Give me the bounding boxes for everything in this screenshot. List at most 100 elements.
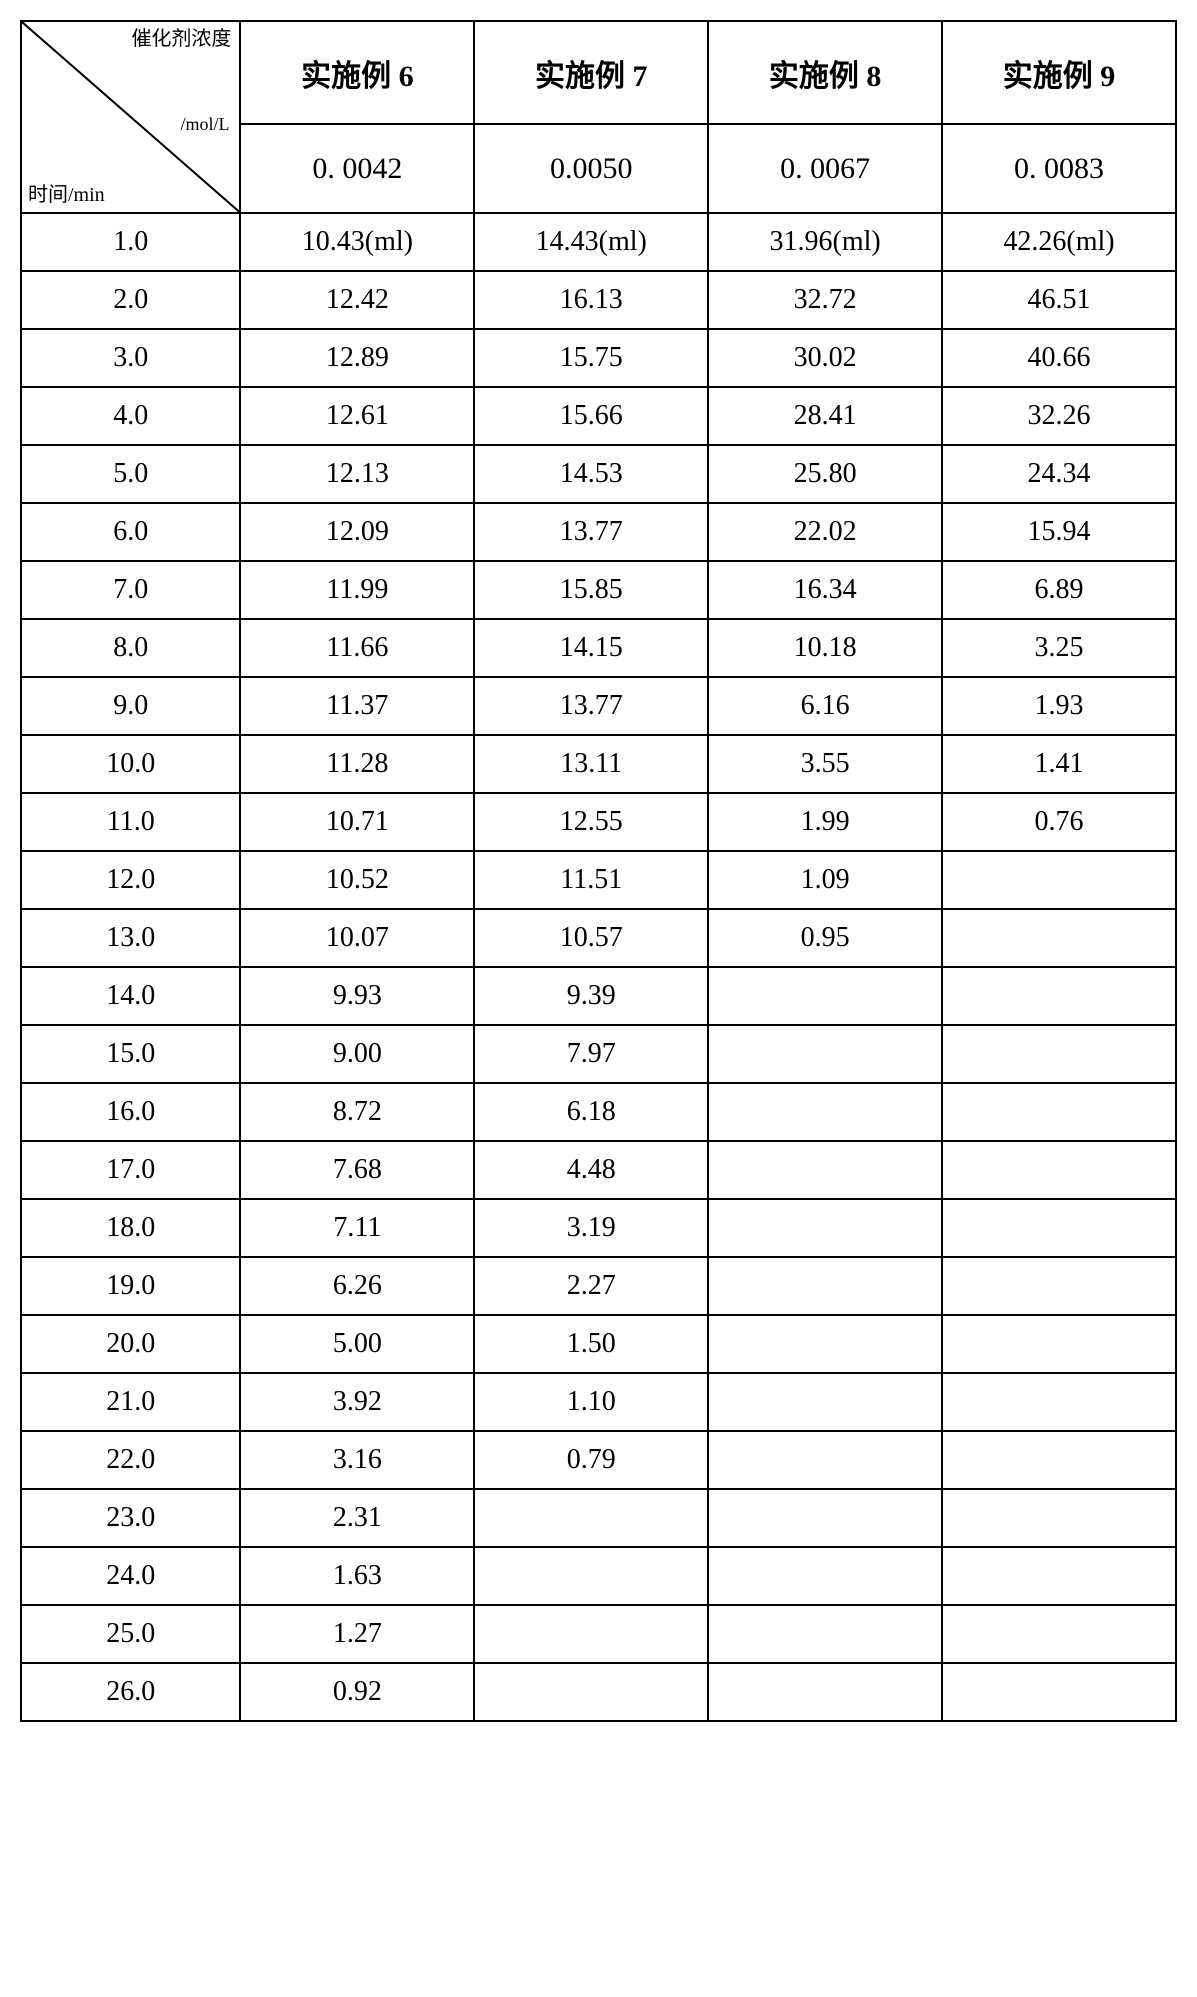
table-cell: 28.41 (708, 387, 942, 445)
table-cell: 23.0 (21, 1489, 240, 1547)
table-cell: 5.0 (21, 445, 240, 503)
table-row: 2.012.4216.1332.7246.51 (21, 271, 1176, 329)
table-cell: 12.09 (240, 503, 474, 561)
table-cell: 3.16 (240, 1431, 474, 1489)
table-row: 4.012.6115.6628.4132.26 (21, 387, 1176, 445)
table-cell: 12.55 (474, 793, 708, 851)
table-row: 1.010.43(ml)14.43(ml)31.96(ml)42.26(ml) (21, 213, 1176, 271)
table-cell: 12.89 (240, 329, 474, 387)
table-cell: 11.66 (240, 619, 474, 677)
table-cell (942, 1373, 1176, 1431)
table-cell (708, 1315, 942, 1373)
table-cell: 10.0 (21, 735, 240, 793)
table-cell (708, 1431, 942, 1489)
table-cell: 22.0 (21, 1431, 240, 1489)
table-cell (474, 1663, 708, 1721)
table-cell: 2.31 (240, 1489, 474, 1547)
table-cell: 2.0 (21, 271, 240, 329)
table-cell: 6.0 (21, 503, 240, 561)
table-cell (708, 1663, 942, 1721)
table-row: 8.011.6614.1510.183.25 (21, 619, 1176, 677)
table-cell: 20.0 (21, 1315, 240, 1373)
table-cell: 10.43(ml) (240, 213, 474, 271)
table-cell: 11.0 (21, 793, 240, 851)
table-cell: 6.26 (240, 1257, 474, 1315)
table-cell: 0.95 (708, 909, 942, 967)
table-cell: 3.0 (21, 329, 240, 387)
table-row: 26.00.92 (21, 1663, 1176, 1721)
table-cell: 13.77 (474, 503, 708, 561)
table-cell (942, 1083, 1176, 1141)
table-cell: 0.79 (474, 1431, 708, 1489)
table-cell: 46.51 (942, 271, 1176, 329)
table-cell: 11.51 (474, 851, 708, 909)
diag-mid-label: /mol/L (180, 115, 229, 135)
table-cell: 7.0 (21, 561, 240, 619)
table-row: 18.07.113.19 (21, 1199, 1176, 1257)
table-cell: 15.0 (21, 1025, 240, 1083)
table-cell (942, 851, 1176, 909)
table-cell: 6.89 (942, 561, 1176, 619)
table-cell: 3.55 (708, 735, 942, 793)
table-cell: 1.0 (21, 213, 240, 271)
table-cell: 17.0 (21, 1141, 240, 1199)
table-cell (942, 967, 1176, 1025)
table-cell (708, 1489, 942, 1547)
table-cell: 0.76 (942, 793, 1176, 851)
table-cell: 14.53 (474, 445, 708, 503)
table-cell: 22.02 (708, 503, 942, 561)
table-cell: 4.48 (474, 1141, 708, 1199)
table-cell: 4.0 (21, 387, 240, 445)
table-cell: 11.99 (240, 561, 474, 619)
table-cell: 7.11 (240, 1199, 474, 1257)
table-cell: 12.42 (240, 271, 474, 329)
table-cell (942, 1199, 1176, 1257)
table-cell: 1.50 (474, 1315, 708, 1373)
table-cell: 3.25 (942, 619, 1176, 677)
table-row: 24.01.63 (21, 1547, 1176, 1605)
table-cell: 6.18 (474, 1083, 708, 1141)
table-cell: 1.63 (240, 1547, 474, 1605)
table-cell (708, 1141, 942, 1199)
table-cell: 15.75 (474, 329, 708, 387)
table-cell: 10.57 (474, 909, 708, 967)
table-cell: 42.26(ml) (942, 213, 1176, 271)
table-row: 15.09.007.97 (21, 1025, 1176, 1083)
table-cell: 5.00 (240, 1315, 474, 1373)
table-row: 23.02.31 (21, 1489, 1176, 1547)
col-header-2: 实施例 7 (474, 21, 708, 124)
table-cell: 8.0 (21, 619, 240, 677)
concentration-1: 0. 0042 (240, 124, 474, 213)
col-header-4: 实施例 9 (942, 21, 1176, 124)
table-cell: 13.0 (21, 909, 240, 967)
table-cell (708, 1257, 942, 1315)
table-cell: 12.13 (240, 445, 474, 503)
table-row: 16.08.726.18 (21, 1083, 1176, 1141)
table-cell: 1.99 (708, 793, 942, 851)
table-cell: 12.0 (21, 851, 240, 909)
table-cell: 7.68 (240, 1141, 474, 1199)
table-cell: 19.0 (21, 1257, 240, 1315)
table-cell: 25.80 (708, 445, 942, 503)
table-cell: 21.0 (21, 1373, 240, 1431)
table-cell: 12.61 (240, 387, 474, 445)
table-row: 12.010.5211.511.09 (21, 851, 1176, 909)
diag-top-label: 催化剂浓度 (131, 28, 231, 50)
table-cell: 16.34 (708, 561, 942, 619)
table-row: 7.011.9915.8516.346.89 (21, 561, 1176, 619)
table-row: 17.07.684.48 (21, 1141, 1176, 1199)
table-cell: 14.0 (21, 967, 240, 1025)
table-cell: 31.96(ml) (708, 213, 942, 271)
table-cell: 18.0 (21, 1199, 240, 1257)
table-cell: 15.85 (474, 561, 708, 619)
diag-bottom-label: 时间/min (28, 184, 105, 206)
table-cell (708, 1373, 942, 1431)
table-cell: 25.0 (21, 1605, 240, 1663)
table-cell: 14.15 (474, 619, 708, 677)
table-cell: 10.71 (240, 793, 474, 851)
table-cell: 2.27 (474, 1257, 708, 1315)
table-row: 19.06.262.27 (21, 1257, 1176, 1315)
col-header-1: 实施例 6 (240, 21, 474, 124)
table-cell: 9.93 (240, 967, 474, 1025)
table-cell (942, 909, 1176, 967)
